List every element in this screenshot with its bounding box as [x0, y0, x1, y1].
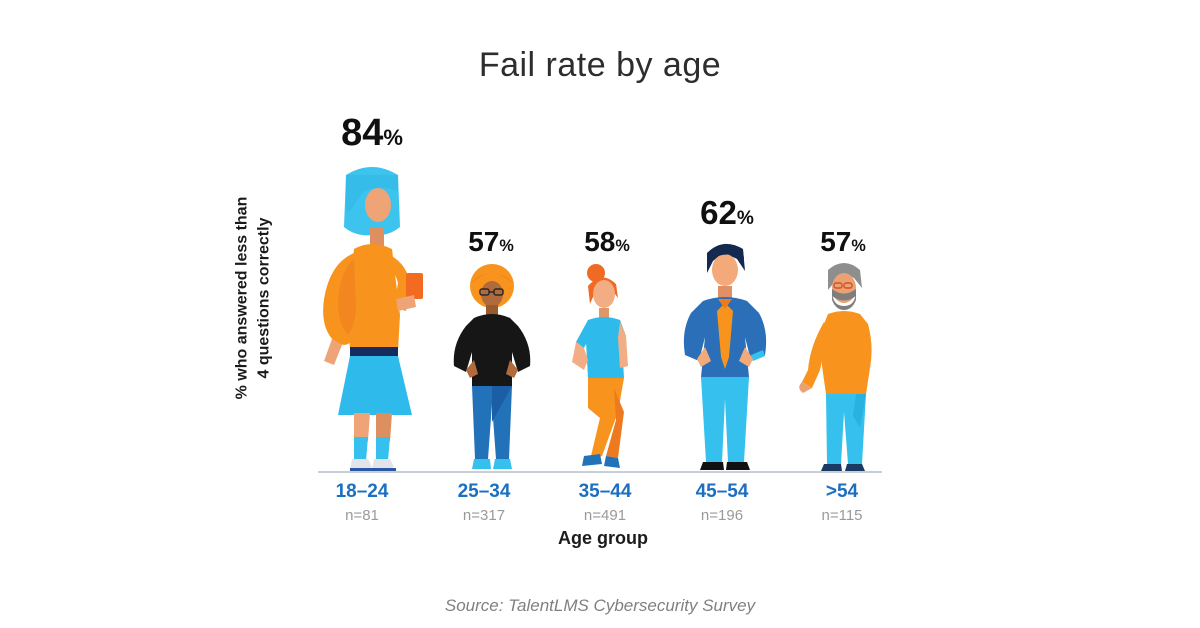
value-35-44: 58 [584, 226, 616, 257]
chart-title: Fail rate by age [478, 46, 722, 84]
category-25-34: 25–34 n=317 [424, 481, 544, 524]
value-label-35-44: 58% [537, 226, 677, 258]
person-figure-over-54 [796, 258, 888, 473]
category-45-54: 45–54 n=196 [662, 481, 782, 524]
person-illustration-icon [453, 264, 531, 469]
y-axis-label: % who answered less than 4 questions cor… [231, 197, 274, 400]
age-group-label: 25–34 [457, 481, 511, 502]
y-axis-label-line1: % who answered less than [233, 196, 251, 400]
sample-size-label: n=196 [700, 507, 744, 524]
person-figure-25-34 [446, 262, 538, 473]
person-illustration-icon [323, 167, 423, 471]
percent-sign: % [499, 237, 514, 255]
value-label-45-54: 62% [657, 194, 797, 232]
category-18-24: 18–24 n=81 [302, 481, 422, 524]
person-illustration-icon [799, 263, 872, 471]
percent-sign: % [736, 208, 754, 229]
sample-size-label: n=317 [462, 507, 506, 524]
age-group-label: >54 [825, 481, 859, 502]
value-18-24: 84 [341, 112, 384, 154]
value-label-18-24: 84% [302, 112, 442, 155]
age-group-label: 35–44 [578, 481, 632, 502]
sample-size-label: n=81 [345, 507, 379, 524]
source-attribution: Source: TalentLMS Cybersecurity Survey [444, 596, 756, 615]
sample-size-label: n=115 [821, 507, 863, 524]
age-group-label: 45–54 [695, 481, 749, 502]
value-45-54: 62 [700, 194, 737, 231]
person-illustration-icon [683, 243, 767, 470]
value-label-over-54: 57% [773, 226, 913, 258]
category-over-54: >54 n=115 [782, 481, 902, 524]
person-figure-45-54 [671, 237, 777, 473]
y-axis-label-line2: 4 questions correctly [255, 217, 272, 379]
sample-size-label: n=491 [583, 507, 627, 524]
value-over-54: 57 [820, 226, 852, 257]
value-25-34: 57 [468, 226, 500, 257]
value-label-25-34: 57% [421, 226, 561, 258]
baseline [318, 471, 882, 473]
percent-sign: % [851, 237, 866, 255]
age-group-label: 18–24 [335, 481, 389, 502]
person-figure-35-44 [562, 262, 648, 473]
category-35-44: 35–44 n=491 [545, 481, 665, 524]
x-axis-title: Age group [558, 528, 648, 548]
person-figure-18-24 [310, 165, 434, 473]
percent-sign: % [383, 125, 403, 150]
percent-sign: % [615, 237, 630, 255]
person-illustration-icon [572, 264, 628, 468]
